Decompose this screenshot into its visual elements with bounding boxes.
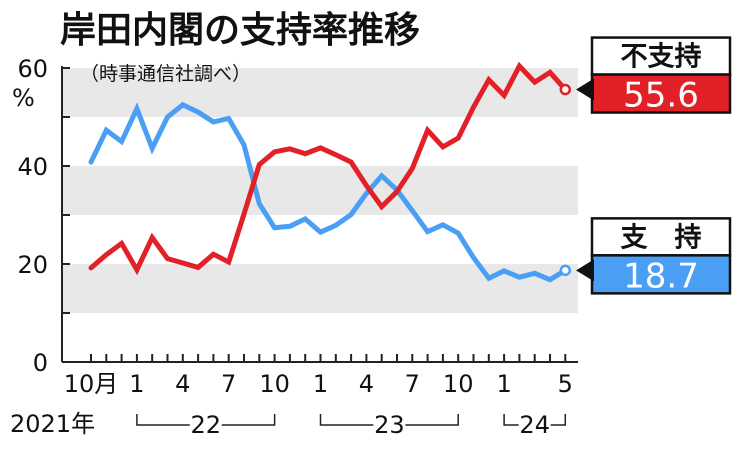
x-tick-label: 10月	[64, 370, 119, 398]
y-tick-label: 0	[33, 349, 48, 377]
year-bracket	[503, 414, 567, 426]
y-tick-label: 20	[17, 251, 48, 279]
grid-band-2	[62, 264, 578, 313]
badge-series-name-1: 不支持	[621, 42, 702, 73]
x-tick-label: 1	[313, 370, 328, 398]
year-labels: 2021年 22 23 24	[10, 410, 567, 439]
badge-series-name-0: 支 持	[621, 222, 702, 253]
x-tick-label: 5	[558, 370, 573, 398]
x-tick-label: 10	[259, 370, 290, 398]
grid-band-0	[62, 68, 578, 117]
year-label: 22	[190, 411, 221, 439]
x-axis-ticks: 10月 1 4 7 10 1 4 7 10 1 5	[64, 354, 573, 398]
year-label: 2021年	[10, 410, 95, 438]
year-label: 23	[374, 411, 405, 439]
badge-name-box-1	[590, 36, 732, 76]
y-tick-label: 40	[17, 153, 48, 181]
series-line-0	[88, 101, 568, 283]
grid-bands	[62, 68, 578, 313]
badge-value-box-1	[590, 73, 732, 114]
year-bracket	[319, 414, 459, 426]
badge-pointer-1	[576, 78, 594, 101]
badge-name-box-0	[590, 217, 732, 257]
chart-title: 岸田内閣の支持率推移	[60, 10, 420, 51]
series-lines	[88, 61, 572, 283]
x-tick-label: 7	[405, 370, 420, 398]
x-tick-label: 4	[359, 370, 374, 398]
chart-subtitle: （時事通信社調べ）	[80, 63, 251, 85]
x-tick-label: 1	[496, 370, 511, 398]
year-label: 24	[519, 411, 550, 439]
badge-pointer-0	[576, 259, 594, 282]
series-line-1	[88, 61, 568, 276]
badge-series-value-0: 18.7	[623, 256, 699, 296]
y-tick-label: 60	[17, 55, 48, 83]
y-axis-ticks: 0 20 40 60	[17, 55, 70, 377]
x-tick-label: 7	[221, 370, 236, 398]
series-end-marker-0	[559, 264, 572, 277]
year-bracket	[136, 414, 276, 426]
series-end-marker-1	[559, 83, 572, 96]
x-tick-label: 4	[175, 370, 190, 398]
grid-band-1	[62, 166, 578, 215]
x-tick-label: 10	[443, 370, 474, 398]
badge-series-value-1: 55.6	[623, 76, 699, 116]
y-axis-label: %	[12, 84, 35, 112]
x-tick-label: 1	[129, 370, 144, 398]
